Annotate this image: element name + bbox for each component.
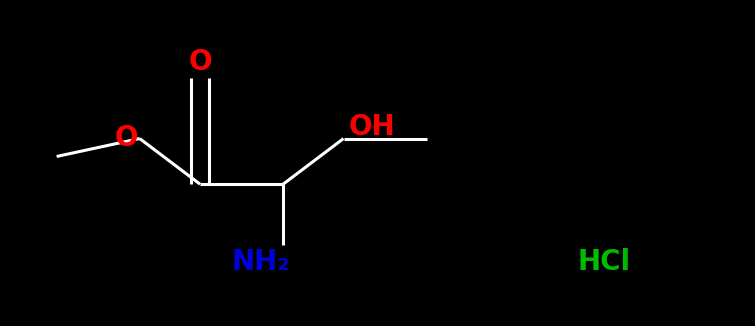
Text: NH₂: NH₂: [231, 248, 290, 276]
Text: O: O: [188, 48, 212, 76]
Text: OH: OH: [349, 113, 396, 141]
Text: HCl: HCl: [578, 248, 630, 276]
Text: O: O: [115, 124, 139, 152]
